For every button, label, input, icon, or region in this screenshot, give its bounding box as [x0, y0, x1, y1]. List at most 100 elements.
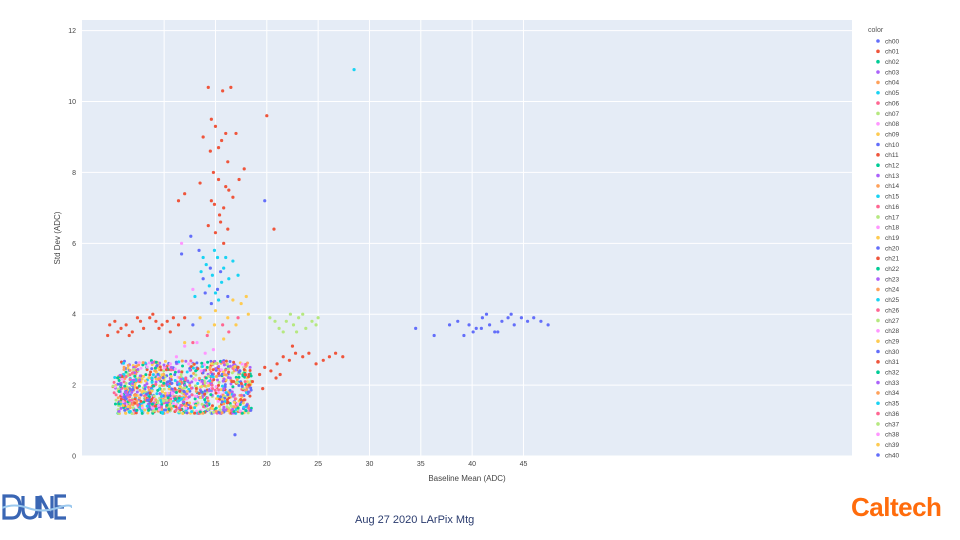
data-point [118, 373, 122, 377]
data-point [159, 395, 163, 399]
data-point [200, 361, 204, 365]
legend-marker [876, 380, 880, 385]
data-point [291, 323, 296, 327]
data-point [170, 391, 174, 395]
data-point [225, 398, 229, 402]
data-point [132, 378, 136, 382]
data-point [162, 369, 166, 373]
data-point [131, 406, 135, 410]
data-point [210, 407, 214, 411]
legend-label: ch17 [885, 214, 899, 221]
legend-marker [876, 287, 880, 292]
data-point [239, 398, 243, 402]
data-point [213, 388, 217, 392]
data-point [154, 380, 158, 384]
data-point [201, 371, 205, 375]
data-point [119, 397, 123, 401]
data-point [239, 301, 243, 306]
legend-marker [876, 297, 880, 302]
legend-marker [876, 153, 880, 157]
data-point [195, 340, 199, 345]
data-point [247, 406, 251, 410]
data-point [214, 406, 218, 410]
data-point [113, 319, 117, 323]
data-point [205, 404, 209, 408]
legend-label: ch04 [885, 80, 899, 87]
legend-marker [876, 90, 880, 95]
data-point [128, 373, 132, 377]
data-point [161, 411, 165, 415]
data-point [226, 400, 230, 404]
data-point [272, 227, 276, 231]
data-point [138, 388, 142, 392]
legend-label: ch33 [885, 380, 899, 387]
data-point [209, 301, 213, 306]
data-point [238, 402, 242, 406]
data-point [176, 199, 181, 203]
data-point [248, 394, 252, 398]
data-point [224, 391, 228, 395]
data-point [111, 384, 115, 388]
data-point [224, 255, 228, 260]
data-point [234, 323, 238, 327]
data-point [216, 298, 221, 302]
data-point [206, 374, 210, 378]
data-point [216, 146, 221, 150]
data-point [177, 382, 181, 386]
legend-marker [876, 432, 880, 437]
data-point [223, 383, 227, 387]
data-point [123, 391, 127, 395]
data-point [209, 117, 213, 121]
data-point [224, 359, 228, 363]
data-point [249, 388, 253, 392]
data-point [209, 393, 213, 397]
data-point [119, 383, 123, 387]
data-point [247, 383, 251, 387]
data-point [152, 394, 156, 398]
legend-label: ch38 [885, 432, 899, 439]
data-point [301, 355, 305, 359]
data-point [189, 234, 193, 238]
data-point [225, 405, 229, 409]
y-tick-label: 0 [72, 454, 76, 461]
legend-label: ch28 [885, 328, 899, 335]
data-point [131, 382, 135, 386]
legend-marker [876, 173, 880, 178]
data-point [133, 397, 137, 401]
data-point [506, 316, 510, 320]
data-point [170, 381, 174, 385]
data-point [122, 361, 126, 365]
data-point [221, 323, 225, 327]
data-point [135, 399, 139, 403]
data-point [222, 363, 226, 367]
data-point [204, 376, 208, 380]
data-point [154, 382, 158, 386]
data-point [121, 403, 125, 407]
data-point [206, 408, 210, 412]
data-point [211, 387, 215, 391]
legend-label: ch02 [885, 59, 899, 66]
data-point [206, 381, 210, 385]
data-point [227, 277, 231, 281]
data-point [131, 388, 135, 392]
data-point [195, 361, 199, 365]
data-point [128, 378, 132, 382]
data-point [519, 316, 524, 320]
data-point [139, 366, 143, 370]
data-point [215, 255, 220, 260]
data-point [150, 380, 154, 384]
x-axis-title: Baseline Mean (ADC) [428, 474, 506, 483]
data-point [204, 262, 208, 267]
legend-marker [876, 391, 880, 395]
data-point [462, 333, 466, 338]
data-point [226, 367, 230, 371]
legend-marker [876, 194, 880, 199]
legend-marker [876, 204, 880, 209]
data-point [244, 388, 248, 392]
data-point [539, 319, 543, 323]
grid-lines [82, 20, 852, 457]
data-point [222, 241, 226, 245]
data-point [146, 398, 150, 402]
data-point [246, 411, 250, 415]
data-point [228, 360, 232, 364]
